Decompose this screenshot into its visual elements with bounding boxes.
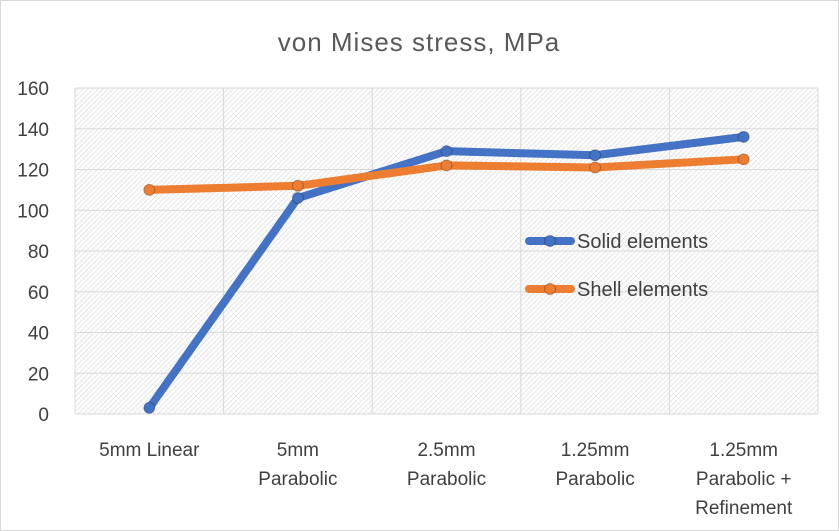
data-point-solid-elements: [143, 401, 156, 414]
y-tick-label: 20: [28, 364, 49, 385]
x-tick-label: 1.25mm Parabolic: [555, 440, 634, 490]
legend-marker: [544, 235, 556, 247]
y-tick-label: 140: [17, 120, 49, 141]
y-tick-label: 0: [38, 405, 49, 426]
legend-entry: Shell elements: [525, 279, 708, 301]
y-tick-label: 60: [28, 283, 49, 304]
x-tick-label: 5mm Linear: [99, 440, 200, 461]
data-point-shell-elements: [143, 183, 156, 196]
x-tick-label: 5mm Parabolic: [258, 440, 337, 490]
legend-entry: Solid elements: [525, 231, 708, 253]
data-point-shell-elements: [291, 179, 304, 192]
y-tick-label: 160: [17, 79, 49, 100]
data-point-solid-elements: [440, 145, 453, 158]
legend-label: Solid elements: [577, 231, 708, 253]
series-shell-elements: [143, 153, 750, 196]
data-point-shell-elements: [737, 153, 750, 166]
y-tick-label: 120: [17, 161, 49, 182]
data-point-shell-elements: [440, 159, 453, 172]
y-tick-label: 40: [28, 324, 49, 345]
data-point-shell-elements: [589, 161, 602, 174]
y-tick-label: 100: [17, 201, 49, 222]
chart-title: von Mises stress, MPa: [278, 27, 561, 57]
data-point-solid-elements: [589, 149, 602, 162]
data-point-solid-elements: [291, 192, 304, 205]
y-tick-label: 80: [28, 242, 49, 263]
x-tick-label: 1.25mm Parabolic + Refinement: [695, 440, 793, 519]
legend-marker: [544, 283, 556, 295]
legend-label: Shell elements: [577, 279, 708, 301]
x-tick-label: 2.5mm Parabolic: [407, 440, 486, 490]
series-solid-elements: [143, 130, 750, 414]
data-point-solid-elements: [737, 130, 750, 143]
